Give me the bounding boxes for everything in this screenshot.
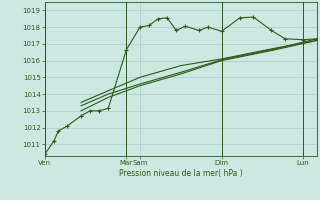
X-axis label: Pression niveau de la mer( hPa ): Pression niveau de la mer( hPa ) [119, 169, 243, 178]
